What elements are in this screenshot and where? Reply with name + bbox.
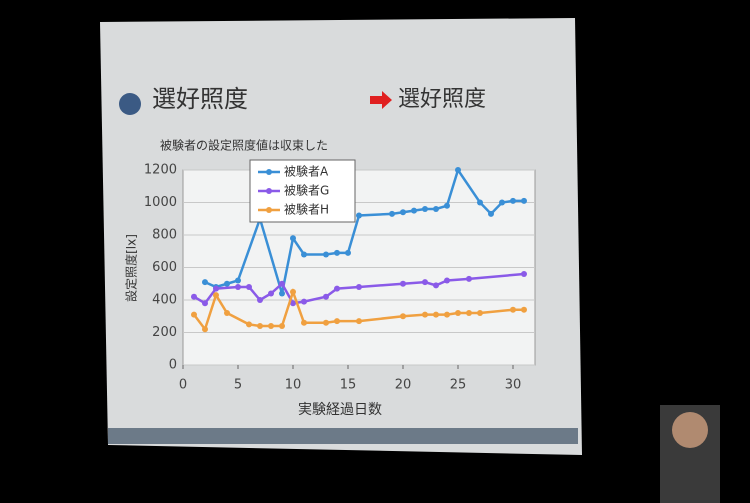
data-point <box>213 292 219 299</box>
data-point <box>213 285 219 292</box>
data-point <box>334 285 340 292</box>
data-point <box>279 290 285 297</box>
y-tick-label: 1000 <box>144 195 177 210</box>
data-point <box>323 319 329 326</box>
data-point <box>466 310 472 316</box>
data-point <box>477 199 483 206</box>
logo <box>119 93 141 115</box>
legend-label: 被験者A <box>284 164 329 179</box>
data-point <box>290 300 296 307</box>
data-point <box>488 210 494 217</box>
legend-marker <box>266 207 272 213</box>
data-point <box>400 280 406 287</box>
y-tick-label: 600 <box>152 260 177 275</box>
data-point <box>334 249 340 256</box>
legend-label: 被験者G <box>284 183 329 198</box>
data-point <box>422 206 428 212</box>
data-point <box>268 323 274 329</box>
data-point <box>323 251 329 258</box>
data-point <box>510 306 516 313</box>
series-line <box>193 287 524 332</box>
data-point <box>235 284 241 290</box>
data-point <box>224 310 230 316</box>
legend-marker <box>266 188 272 194</box>
data-point <box>400 313 406 320</box>
data-point <box>444 202 450 209</box>
data-point <box>411 207 417 214</box>
data-point <box>279 280 285 287</box>
y-tick-label: 0 <box>169 358 177 373</box>
data-point <box>290 235 296 242</box>
data-point <box>246 321 252 328</box>
x-tick-label: 5 <box>234 378 242 393</box>
data-point <box>356 318 362 325</box>
chart-subtitle: 被験者の設定照度値は収束した <box>160 138 328 153</box>
data-point <box>202 300 208 307</box>
data-point <box>444 311 450 318</box>
data-point <box>279 323 285 329</box>
data-point <box>323 293 329 300</box>
data-point <box>521 197 527 204</box>
data-point <box>235 277 241 284</box>
data-point <box>466 275 472 282</box>
y-tick-label: 1200 <box>144 163 177 178</box>
data-point <box>268 290 274 297</box>
data-point <box>202 279 208 286</box>
slide-footer <box>108 428 578 444</box>
y-tick-label: 400 <box>152 293 177 308</box>
x-tick-label: 0 <box>179 378 187 393</box>
data-point <box>257 323 263 329</box>
side-title: 選好照度 <box>398 87 486 112</box>
data-point <box>191 311 197 318</box>
data-point <box>389 210 395 217</box>
data-point <box>422 311 428 318</box>
slide-title: 選好照度 <box>152 85 248 113</box>
data-point <box>257 297 263 303</box>
y-tick-label: 200 <box>152 325 177 340</box>
x-tick-label: 15 <box>340 378 357 393</box>
data-point <box>301 251 307 258</box>
data-point <box>499 199 505 206</box>
x-axis-label: 実験経過日数 <box>298 402 382 418</box>
data-point <box>455 167 461 173</box>
data-point <box>455 310 461 316</box>
data-point <box>301 319 307 326</box>
arrow-icon <box>370 91 392 109</box>
data-point <box>477 310 483 316</box>
data-point <box>444 277 450 284</box>
data-point <box>400 209 406 216</box>
data-point <box>224 280 230 287</box>
data-point <box>433 282 439 289</box>
x-tick-label: 20 <box>395 378 412 393</box>
data-point <box>521 306 527 313</box>
y-tick-label: 800 <box>152 228 177 243</box>
speaker-head <box>672 412 708 448</box>
y-axis-label: 設定照度[lx] <box>124 234 139 302</box>
data-point <box>334 318 340 325</box>
legend-label: 被験者H <box>284 202 329 217</box>
data-point <box>356 284 362 290</box>
data-point <box>246 284 252 290</box>
data-point <box>422 279 428 286</box>
x-tick-label: 25 <box>450 378 467 393</box>
data-point <box>433 206 439 212</box>
data-point <box>290 288 296 295</box>
data-point <box>345 249 351 256</box>
data-point <box>356 212 362 219</box>
data-point <box>433 311 439 318</box>
data-point <box>510 197 516 204</box>
data-point <box>191 293 197 300</box>
legend-marker <box>266 169 272 175</box>
data-point <box>301 298 307 305</box>
x-tick-label: 10 <box>285 378 302 393</box>
data-point <box>521 271 527 277</box>
x-tick-label: 30 <box>505 378 522 393</box>
data-point <box>202 326 208 333</box>
